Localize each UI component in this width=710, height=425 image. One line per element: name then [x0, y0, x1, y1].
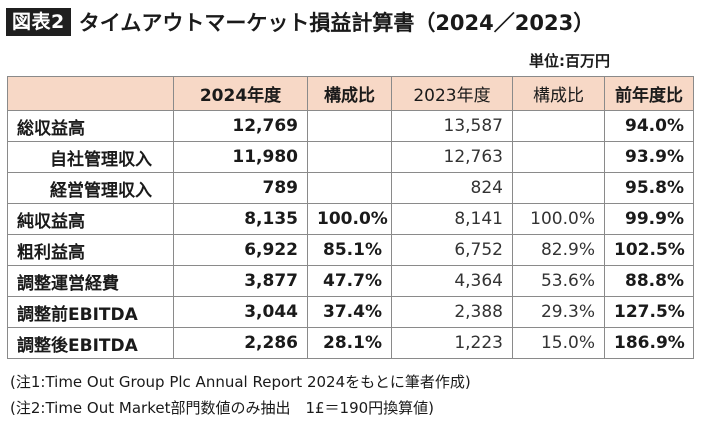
ratio-2024: 85.1% — [307, 234, 392, 266]
ratio-2023 — [512, 172, 605, 204]
value-2024: 6,922 — [173, 234, 308, 266]
table-row: 調整前EBITDA 3,044 37.4% 2,388 29.3% 127.5% — [7, 296, 694, 328]
figure-title: タイムアウトマーケット損益計算書（2024／2023） — [78, 11, 595, 35]
value-2024: 3,877 — [173, 265, 308, 297]
table-body: 総収益高 12,769 13,587 94.0% 自社管理収入 11,980 12,763 9… — [7, 110, 694, 359]
row-label: 調整前EBITDA — [7, 296, 174, 328]
ratio-2023: 53.6% — [512, 265, 605, 297]
table-row: 調整運営経費 3,877 47.7% 4,364 53.6% 88.8% — [7, 265, 694, 297]
column-header-ratio-2024: 構成比 — [307, 76, 392, 111]
yoy-ratio: 99.9% — [604, 203, 694, 235]
ratio-2024: 28.1% — [307, 327, 392, 359]
table-row: 粗利益高 6,922 85.1% 6,752 82.9% 102.5% — [7, 234, 694, 266]
column-header-yoy: 前年度比 — [604, 76, 694, 111]
unit-label: 単位:百万円 — [529, 52, 610, 70]
ratio-2024 — [307, 172, 392, 204]
yoy-ratio: 88.8% — [604, 265, 694, 297]
value-2023: 2,388 — [391, 296, 513, 328]
value-2024: 8,135 — [173, 203, 308, 235]
value-2024: 12,769 — [173, 110, 308, 142]
value-2023: 8,141 — [391, 203, 513, 235]
column-header-2023: 2023年度 — [391, 76, 513, 111]
table-row: 純収益高 8,135 100.0% 8,141 100.0% 99.9% — [7, 203, 694, 235]
value-2023: 12,763 — [391, 141, 513, 173]
notes: (注1:Time Out Group Plc Annual Report 202… — [10, 369, 471, 421]
value-2023: 4,364 — [391, 265, 513, 297]
row-label: 総収益高 — [7, 110, 174, 142]
ratio-2023: 15.0% — [512, 327, 605, 359]
yoy-ratio: 93.9% — [604, 141, 694, 173]
ratio-2024: 100.0% — [307, 203, 392, 235]
table-row: 経営管理収入 789 824 95.8% — [7, 172, 694, 204]
figure-header: 図表2 タイムアウトマーケット損益計算書（2024／2023） — [6, 7, 594, 37]
yoy-ratio: 127.5% — [604, 296, 694, 328]
figure-label: 図表2 — [6, 8, 71, 36]
ratio-2023 — [512, 141, 605, 173]
value-2024: 789 — [173, 172, 308, 204]
value-2024: 3,044 — [173, 296, 308, 328]
row-label: 自社管理収入 — [7, 141, 174, 173]
yoy-ratio: 102.5% — [604, 234, 694, 266]
note-2: (注2:Time Out Market部門数値のみ抽出 1£＝190円換算値) — [10, 399, 435, 417]
ratio-2024 — [307, 141, 392, 173]
ratio-2023 — [512, 110, 605, 142]
ratio-2023: 82.9% — [512, 234, 605, 266]
yoy-ratio: 94.0% — [604, 110, 694, 142]
column-header-2024: 2024年度 — [173, 76, 308, 111]
row-label: 純収益高 — [7, 203, 174, 235]
ratio-2024: 37.4% — [307, 296, 392, 328]
row-label: 調整後EBITDA — [7, 327, 174, 359]
ratio-2023: 29.3% — [512, 296, 605, 328]
column-header-ratio-2023: 構成比 — [512, 76, 605, 111]
yoy-ratio: 95.8% — [604, 172, 694, 204]
value-2024: 11,980 — [173, 141, 308, 173]
row-label: 粗利益高 — [7, 234, 174, 266]
table-row: 調整後EBITDA 2,286 28.1% 1,223 15.0% 186.9% — [7, 327, 694, 359]
value-2023: 824 — [391, 172, 513, 204]
value-2024: 2,286 — [173, 327, 308, 359]
table-row: 総収益高 12,769 13,587 94.0% — [7, 110, 694, 142]
value-2023: 13,587 — [391, 110, 513, 142]
column-header-item — [7, 76, 174, 111]
ratio-2024: 47.7% — [307, 265, 392, 297]
value-2023: 6,752 — [391, 234, 513, 266]
ratio-2024 — [307, 110, 392, 142]
table-header-row: 2024年度 構成比 2023年度 構成比 前年度比 — [7, 76, 694, 111]
income-statement-table: 2024年度 構成比 2023年度 構成比 前年度比 総収益高 12,769 13,… — [7, 76, 694, 359]
row-label: 経営管理収入 — [7, 172, 174, 204]
yoy-ratio: 186.9% — [604, 327, 694, 359]
ratio-2023: 100.0% — [512, 203, 605, 235]
row-label: 調整運営経費 — [7, 265, 174, 297]
table-row: 自社管理収入 11,980 12,763 93.9% — [7, 141, 694, 173]
note-1: (注1:Time Out Group Plc Annual Report 202… — [10, 373, 471, 391]
value-2023: 1,223 — [391, 327, 513, 359]
